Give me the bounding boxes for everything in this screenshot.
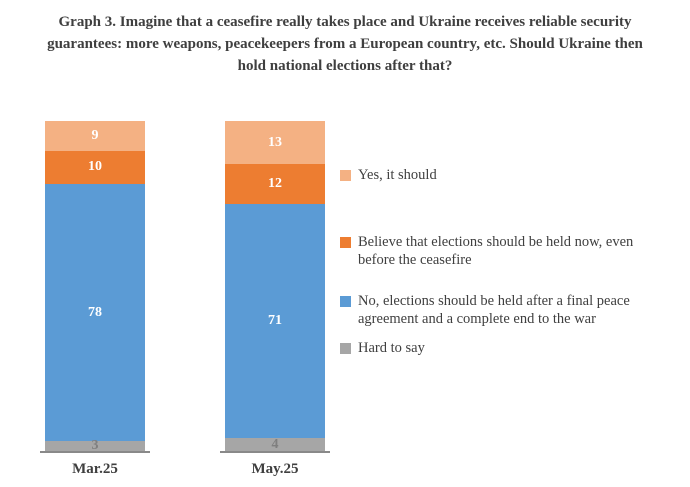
bar-value-label: 12 bbox=[268, 175, 282, 191]
bar-column: 13 12 71 4 May.25 bbox=[220, 121, 330, 478]
bar-segment: 78 bbox=[45, 183, 145, 442]
bar-value-label: 3 bbox=[91, 438, 99, 454]
legend-item: Yes, it should bbox=[340, 166, 670, 185]
bar-value-label: 78 bbox=[88, 304, 102, 320]
bar-value-label: 71 bbox=[268, 312, 282, 328]
legend-label: Yes, it should bbox=[358, 167, 437, 184]
bar-segment: 4 bbox=[225, 436, 325, 452]
bar-segment: 71 bbox=[225, 203, 325, 439]
bar-segment: 10 bbox=[45, 150, 145, 184]
bar-value-label: 13 bbox=[268, 134, 282, 150]
legend-label: Hard to say bbox=[358, 339, 425, 356]
bar-value-label: 9 bbox=[91, 128, 99, 144]
legend-item: No, elections should be held after a fin… bbox=[340, 292, 670, 329]
bar-column: 9 10 78 3 Mar.25 bbox=[40, 121, 150, 478]
bar-segment: 13 bbox=[225, 121, 325, 165]
x-axis-label: May.25 bbox=[220, 451, 330, 478]
bar-segment: 9 bbox=[45, 121, 145, 151]
plot-area: 9 10 78 3 Mar.25 13 12 71 4 May.25 bbox=[40, 121, 330, 478]
x-axis-label: Mar.25 bbox=[40, 451, 150, 478]
legend-marker bbox=[340, 236, 351, 248]
bar-value-label: 4 bbox=[271, 436, 279, 452]
legend-marker bbox=[340, 295, 351, 307]
legend-label: No, elections should be held after a fin… bbox=[358, 292, 630, 328]
bar-segment: 12 bbox=[225, 164, 325, 204]
stacked-bar: 9 10 78 3 bbox=[45, 121, 145, 454]
chart-body: 9 10 78 3 Mar.25 13 12 71 4 May.25 Yes, it should… bbox=[0, 121, 690, 478]
bar-value-label: 10 bbox=[88, 159, 102, 175]
legend-label: Believe that elections should be held no… bbox=[358, 233, 634, 269]
stacked-bar: 13 12 71 4 bbox=[225, 121, 325, 452]
chart-title: Graph 3. Imagine that a ceasefire really… bbox=[47, 14, 643, 74]
legend-marker bbox=[340, 170, 351, 182]
legend: Yes, it should Believe that elections sho… bbox=[340, 121, 670, 478]
legend-marker bbox=[340, 342, 351, 354]
legend-item: Believe that elections should be held no… bbox=[340, 233, 670, 270]
legend-item: Hard to say bbox=[340, 339, 670, 358]
bar-segment: 3 bbox=[45, 438, 145, 454]
